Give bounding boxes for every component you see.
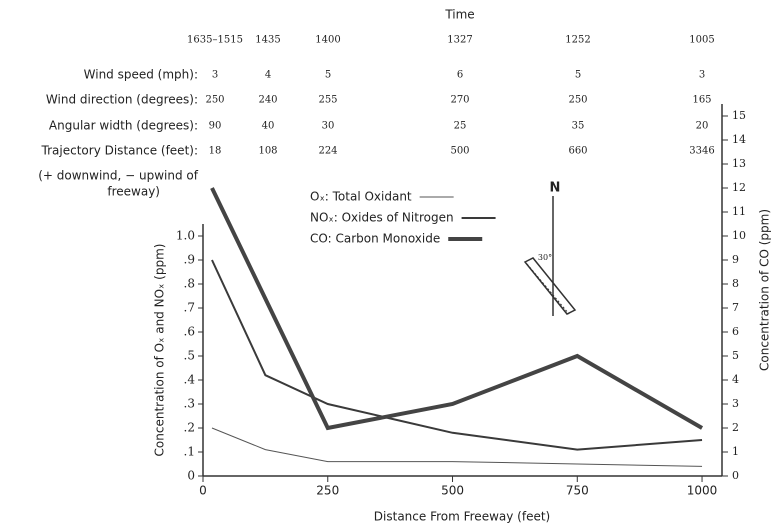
row-value: 30 [322,121,335,132]
y2-tick-label: 15 [732,109,746,122]
row-value: 500 [450,146,469,157]
x-tick-label: 0 [199,484,207,498]
y2-tick-label: 0 [732,469,739,482]
x-tick-label: 1000 [687,484,718,498]
row-value: 250 [205,95,224,106]
row-value: 3 [699,70,705,81]
row-value: 25 [454,121,467,132]
y2-tick-label: 13 [732,157,746,170]
time-label: 1635–1515 [187,35,243,46]
row-value: 18 [209,146,222,157]
time-label: 1005 [689,35,714,46]
row-value: 165 [692,95,711,106]
y2-tick-label: 10 [732,229,746,242]
row-value: 255 [318,95,337,106]
row-label: Wind direction (degrees): [46,93,198,107]
row-value: 5 [575,70,581,81]
row-value: 660 [568,146,587,157]
north-label: N [550,181,561,196]
time-label: 1435 [255,35,280,46]
note: freeway) [107,185,160,199]
row-label: Trajectory Distance (feet): [41,144,198,158]
legend-label: CO: Carbon Monoxide [310,232,440,246]
row-value: 40 [262,121,275,132]
y-tick-label: .2 [184,421,195,435]
row-value: 4 [265,70,271,81]
y-tick-label: .8 [184,277,195,291]
time-label: 1252 [565,35,590,46]
x-tick-label: 750 [566,484,589,498]
row-value: 35 [572,121,585,132]
y2-axis-label: Concentration of CO (ppm) [758,209,772,371]
y-tick-label: 1.0 [176,229,195,243]
row-value: 20 [696,121,709,132]
x-tick-label: 250 [316,484,339,498]
y2-tick-label: 8 [732,277,739,290]
row-value: 3 [212,70,218,81]
y2-tick-label: 11 [732,205,746,218]
y2-tick-label: 2 [732,421,739,434]
y-tick-label: .7 [184,301,195,315]
y-tick-label: .1 [184,445,195,459]
row-label: Wind speed (mph): [84,68,198,82]
row-value: 3346 [689,146,714,157]
series-line [210,187,704,431]
freeway-lane [526,263,570,315]
y-tick-label: .4 [184,373,196,387]
time-title: Time [444,8,474,22]
angle-label: 30° [538,253,552,262]
freeway [523,257,577,315]
x-axis-label: Distance From Freeway (feet) [374,510,550,524]
row-value: 270 [450,95,469,106]
series-line [211,427,703,467]
legend-label: NOₓ: Oxides of Nitrogen [310,211,454,225]
row-value: 224 [318,146,337,157]
y2-tick-label: 5 [732,349,739,362]
y2-tick-label: 6 [732,325,739,338]
row-value: 5 [325,70,331,81]
legend-label: Oₓ: Total Oxidant [310,190,412,204]
time-label: 1400 [315,35,340,46]
y-tick-label: 0 [187,469,195,483]
y-tick-label: .5 [184,349,195,363]
y2-tick-label: 14 [732,133,746,146]
y-tick-label: .6 [184,325,195,339]
note: (+ downwind, − upwind of [38,169,199,183]
y2-tick-label: 1 [732,445,739,458]
row-value: 6 [457,70,463,81]
time-label: 1327 [447,35,472,46]
row-value: 250 [568,95,587,106]
y2-tick-label: 9 [732,253,739,266]
y2-tick-label: 4 [732,373,739,386]
y-tick-label: .3 [184,397,195,411]
row-value: 240 [258,95,277,106]
y-axis-label: Concentration of Oₓ and NOₓ (ppm) [153,244,167,457]
series-line [211,259,703,451]
y2-tick-label: 7 [732,301,739,314]
compass: N 30° [523,181,577,316]
y2-tick-label: 12 [732,181,746,194]
row-value: 90 [209,121,222,132]
x-tick-label: 500 [441,484,464,498]
y2-tick-label: 3 [732,397,739,410]
row-value: 108 [258,146,277,157]
y-tick-label: .9 [184,253,195,267]
row-label: Angular width (degrees): [49,119,198,133]
